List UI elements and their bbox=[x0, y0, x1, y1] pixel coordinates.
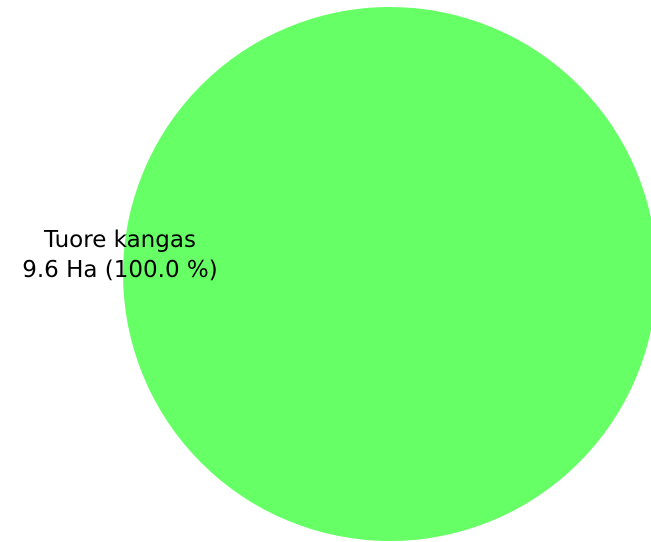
pie-slice-tuore-kangas bbox=[123, 7, 651, 541]
slice-label-name: Tuore kangas bbox=[43, 227, 196, 253]
pie-slices bbox=[123, 7, 651, 541]
slice-label-value: 9.6 Ha (100.0 %) bbox=[22, 257, 218, 283]
